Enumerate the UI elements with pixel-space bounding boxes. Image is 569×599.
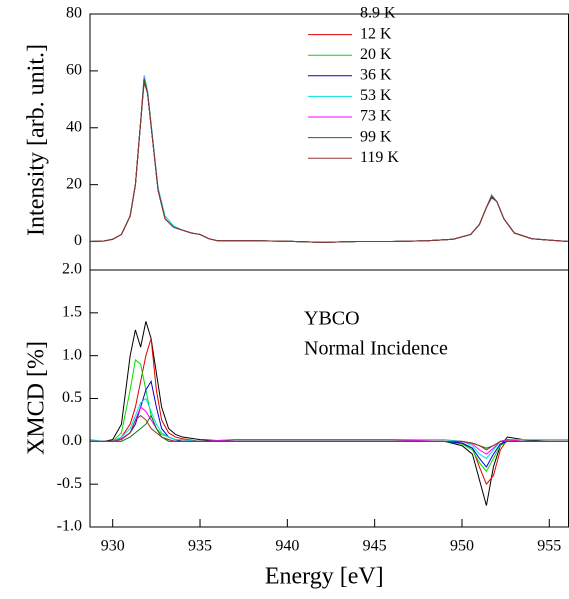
y-tick-label: 1.0 xyxy=(62,346,82,363)
legend-label: 119 K xyxy=(360,149,399,166)
x-tick-label: 950 xyxy=(450,538,474,555)
y-axis-label: XMCD [%] xyxy=(24,341,50,455)
y-tick-label: 2.0 xyxy=(62,261,82,278)
x-tick-label: 955 xyxy=(537,538,561,555)
data-line xyxy=(90,79,569,243)
y-tick-label: 80 xyxy=(66,5,82,22)
data-line xyxy=(90,77,569,243)
x-tick-label: 945 xyxy=(363,538,387,555)
data-line xyxy=(90,380,569,468)
y-tick-label: -1.0 xyxy=(57,518,82,535)
y-tick-label: 0 xyxy=(74,232,82,249)
annotation: Normal Incidence xyxy=(304,338,448,360)
data-line xyxy=(90,414,569,451)
y-tick-label: 60 xyxy=(66,62,82,79)
y-tick-label: 0.5 xyxy=(62,389,82,406)
data-line xyxy=(90,359,569,473)
y-tick-label: 0.0 xyxy=(62,432,82,449)
data-line xyxy=(90,338,569,486)
annotation: YBCO xyxy=(304,308,360,330)
legend-label: 99 K xyxy=(360,128,392,145)
y-tick-label: 40 xyxy=(66,118,82,135)
x-tick-label: 935 xyxy=(188,538,212,555)
legend-label: 53 K xyxy=(360,87,392,104)
data-line xyxy=(90,77,569,243)
legend-label: 12 K xyxy=(360,25,392,42)
legend-label: 8.9 K xyxy=(360,5,396,22)
plot-frame xyxy=(89,13,569,271)
legend-label: 20 K xyxy=(360,46,392,63)
data-line xyxy=(90,82,569,243)
y-axis-label: Intensity [arb. unit.] xyxy=(24,44,50,236)
data-line xyxy=(90,79,569,243)
x-axis-label: Energy [eV] xyxy=(265,564,384,590)
data-line xyxy=(90,80,569,243)
x-tick-label: 940 xyxy=(275,538,299,555)
x-tick-label: 930 xyxy=(101,538,125,555)
y-tick-label: -0.5 xyxy=(57,475,82,492)
data-line xyxy=(90,76,569,243)
data-line xyxy=(90,406,569,455)
data-line xyxy=(90,75,569,243)
legend-label: 36 K xyxy=(360,66,392,83)
legend-label: 73 K xyxy=(360,108,392,125)
y-tick-label: 20 xyxy=(66,175,82,192)
y-tick-label: 1.5 xyxy=(62,304,82,321)
